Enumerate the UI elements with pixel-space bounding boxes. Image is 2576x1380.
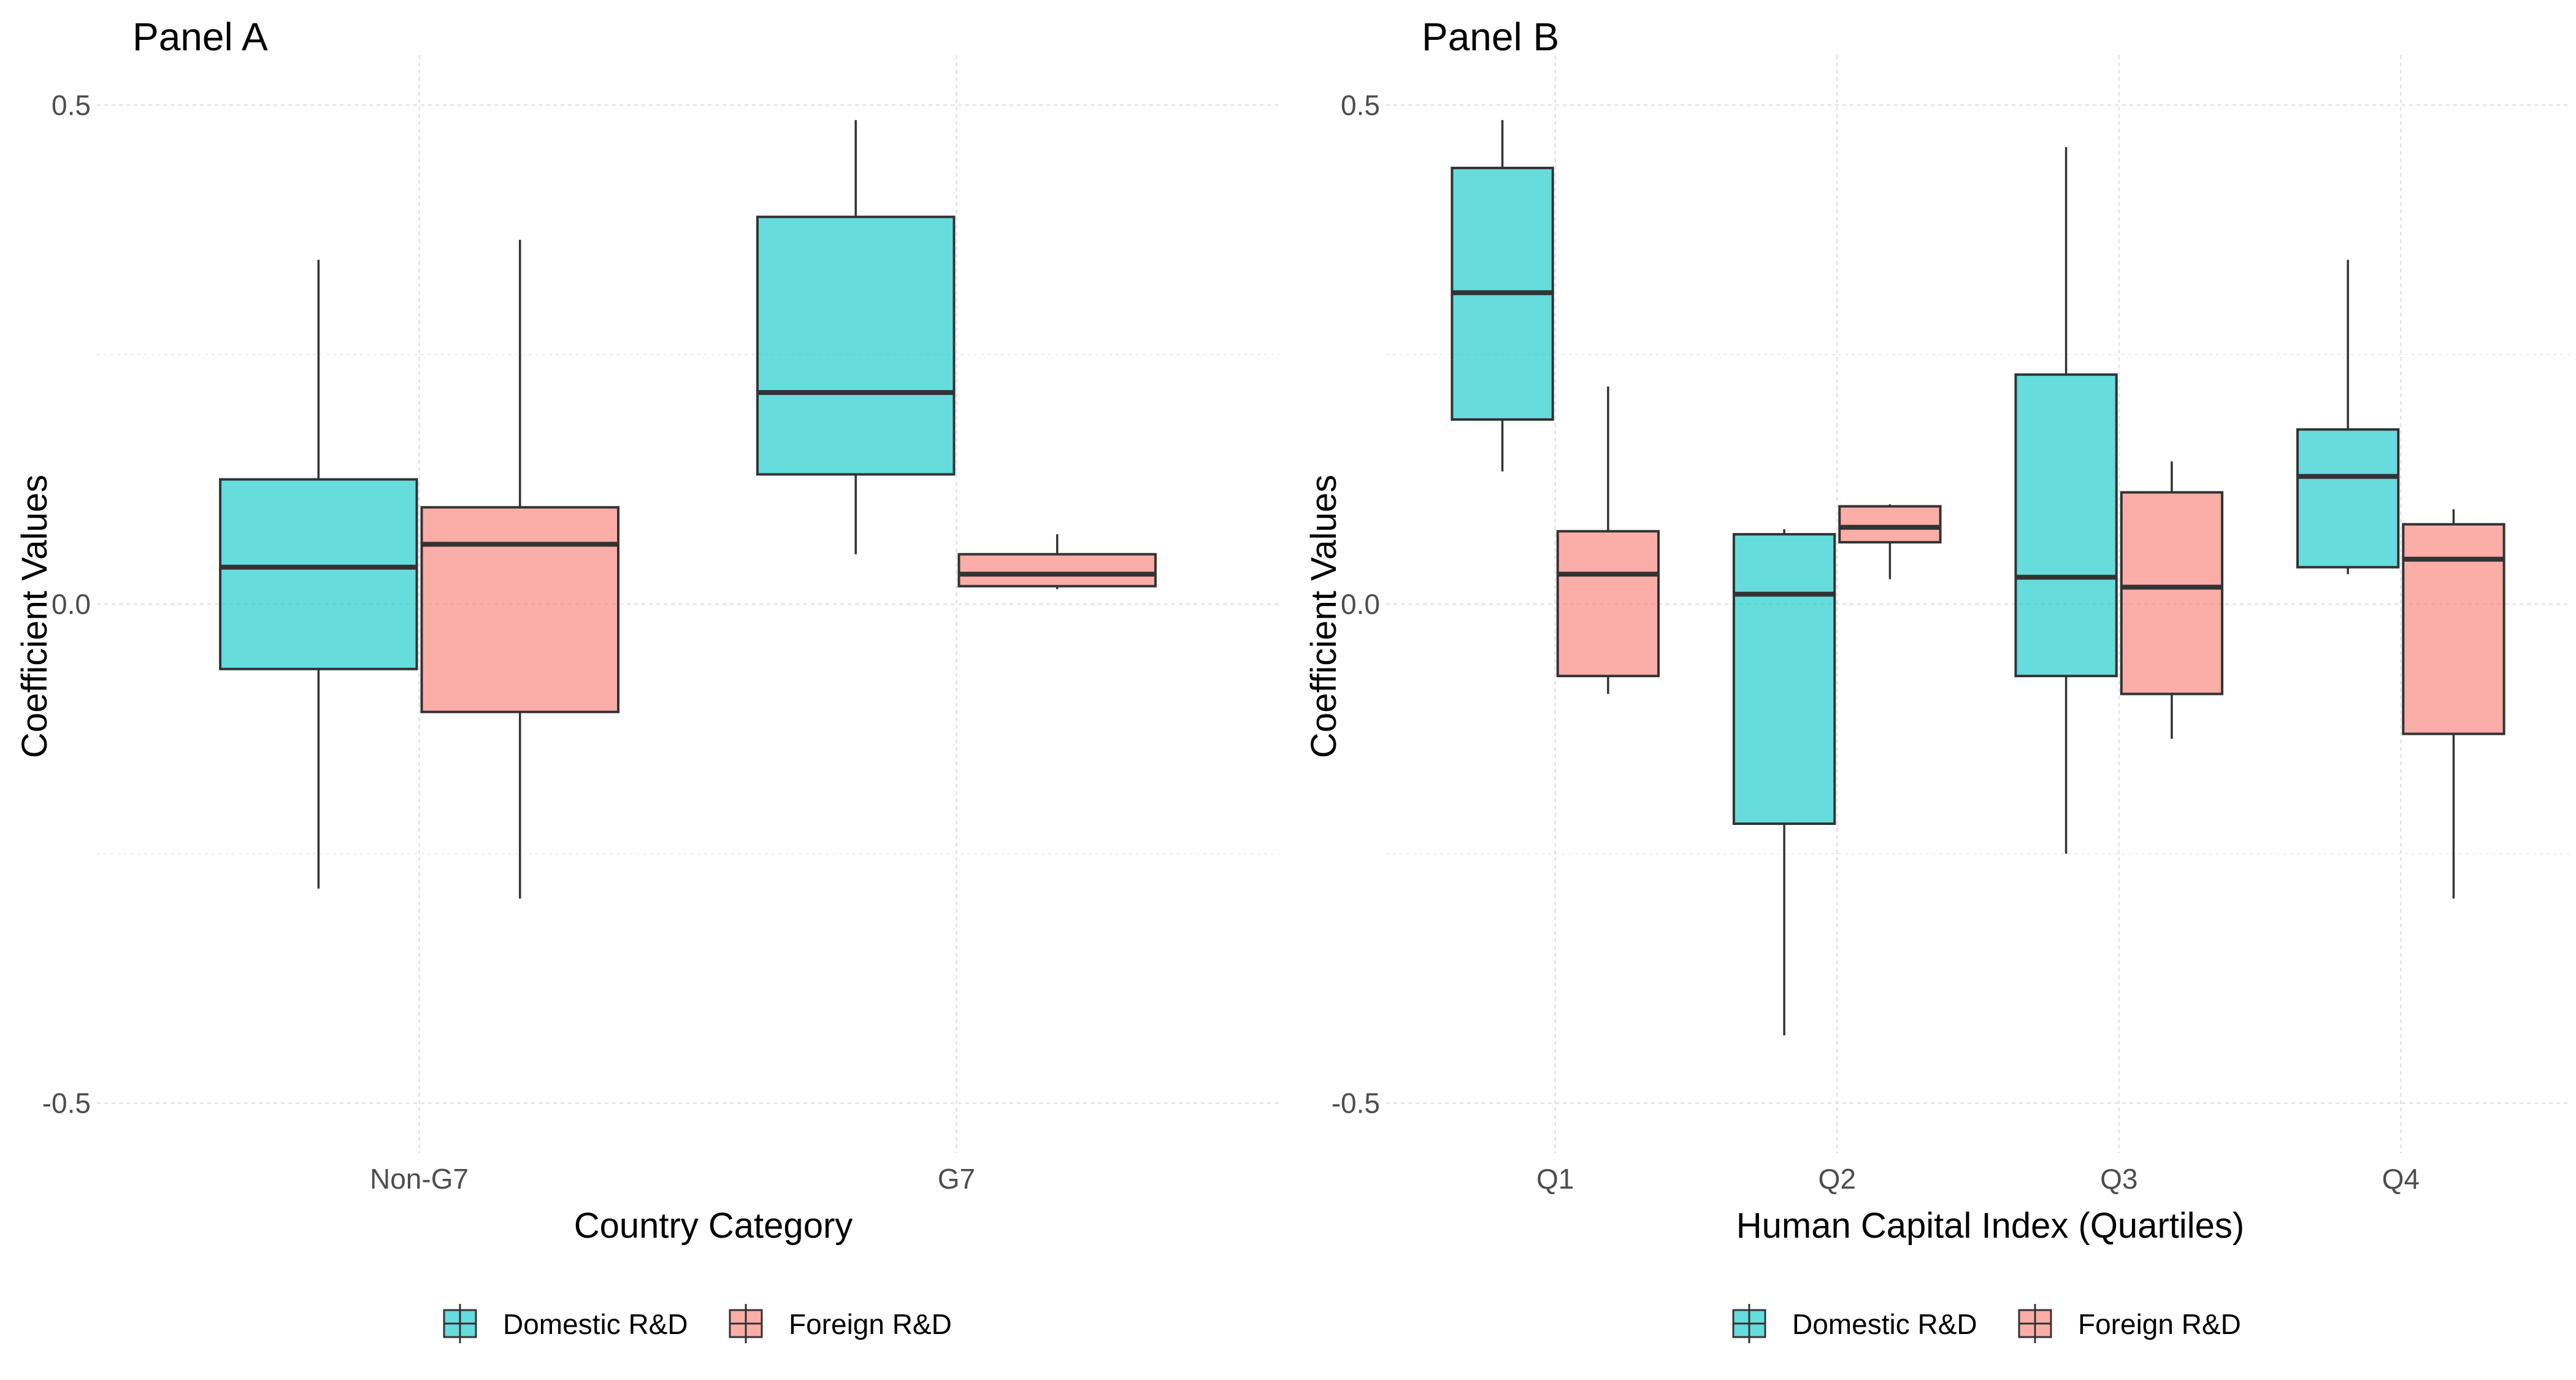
panel-a-legend-label-domestic: Domestic R&D bbox=[503, 1308, 688, 1340]
panel-a-ytick-label: 0.5 bbox=[52, 89, 91, 121]
panel-b-box-foreign-q1 bbox=[1556, 386, 1660, 694]
panel-a-xtick-label: G7 bbox=[938, 1163, 975, 1195]
panel-a-box-domestic-non-g7 bbox=[219, 259, 418, 889]
panel-a: Panel A Coefficient Values Country Categ… bbox=[15, 15, 1279, 1343]
panel-b-plot: -0.5 0.0 0.5 Q1 Q2 Q3 Q4 bbox=[1332, 55, 2570, 1195]
panel-b-xtick-label: Q1 bbox=[1536, 1163, 1574, 1195]
panel-a-box-foreign-g7 bbox=[957, 534, 1157, 589]
panel-a-ytick-label: -0.5 bbox=[42, 1087, 91, 1119]
panel-b-box-foreign-q3 bbox=[2120, 461, 2224, 739]
panel-b-box-body bbox=[1732, 533, 1836, 825]
panel-b-box-domestic-q2 bbox=[1732, 529, 1836, 1035]
panel-b-box-body bbox=[1556, 530, 1660, 678]
panel-a-xlabel: Country Category bbox=[574, 1206, 853, 1246]
panel-b-ytick-label: 0.5 bbox=[1341, 89, 1380, 121]
panel-b-legend-label-domestic: Domestic R&D bbox=[1792, 1308, 1977, 1340]
panel-a-ytick-label: 0.0 bbox=[52, 588, 91, 620]
panel-a-legend-label-foreign: Foreign R&D bbox=[789, 1308, 952, 1340]
panel-b-xtick-label: Q4 bbox=[2382, 1163, 2420, 1195]
panel-b-xlabel: Human Capital Index (Quartiles) bbox=[1736, 1206, 2244, 1246]
panel-b-box-foreign-q2 bbox=[1838, 504, 1942, 580]
panel-a-plot: -0.5 0.0 0.5 Non-G7 G7 bbox=[42, 55, 1279, 1195]
panel-a-box-body bbox=[219, 478, 418, 670]
panel-b-box-body bbox=[2296, 428, 2400, 569]
panel-a-xtick-label: Non-G7 bbox=[370, 1163, 469, 1195]
panel-b-ytick-label: -0.5 bbox=[1332, 1087, 1380, 1119]
panel-b-ylabel: Coefficient Values bbox=[1304, 475, 1344, 758]
panel-b: Panel B Coefficient Values Human Capital… bbox=[1304, 15, 2570, 1343]
panel-b-box-domestic-q4 bbox=[2296, 259, 2400, 575]
panel-b-box-domestic-q3 bbox=[2014, 147, 2118, 854]
panel-b-title: Panel B bbox=[1422, 15, 1559, 59]
panel-a-box-foreign-non-g7 bbox=[420, 240, 620, 899]
panel-b-box-body bbox=[2014, 373, 2118, 678]
panel-b-box-body bbox=[2120, 491, 2224, 696]
panel-b-xtick-label: Q2 bbox=[1819, 1163, 1856, 1195]
panel-a-ylabel: Coefficient Values bbox=[15, 475, 55, 758]
panel-a-box-body bbox=[420, 506, 620, 713]
panel-a-box-body bbox=[957, 553, 1157, 588]
panel-b-box-foreign-q4 bbox=[2402, 509, 2505, 899]
panel-b-box-body bbox=[2402, 523, 2505, 735]
panel-b-box-body bbox=[1838, 505, 1942, 544]
panel-b-xtick-label: Q3 bbox=[2100, 1163, 2137, 1195]
panel-b-legend-label-foreign: Foreign R&D bbox=[2078, 1308, 2241, 1340]
panel-a-legend: Domestic R&D Foreign R&D bbox=[443, 1304, 952, 1343]
panel-b-ytick-label: 0.0 bbox=[1341, 588, 1380, 620]
panel-a-box-domestic-g7 bbox=[756, 120, 956, 554]
panel-b-box-domestic-q1 bbox=[1451, 120, 1554, 472]
panel-b-legend: Domestic R&D Foreign R&D bbox=[1732, 1304, 2241, 1343]
panel-a-box-body bbox=[756, 215, 956, 476]
panel-a-title: Panel A bbox=[132, 15, 268, 59]
